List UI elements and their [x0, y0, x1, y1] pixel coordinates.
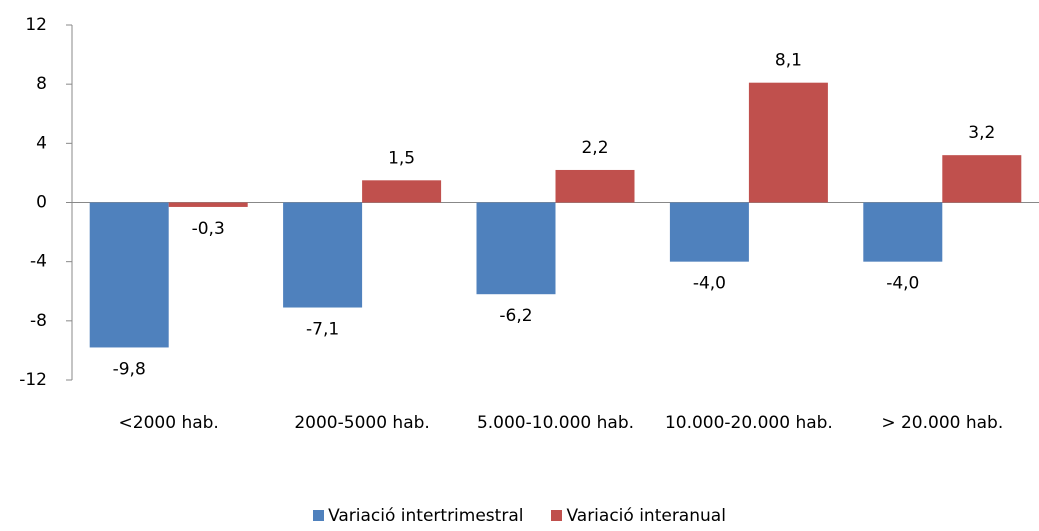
bar — [555, 169, 635, 203]
bar — [283, 202, 363, 308]
legend-swatch — [313, 510, 325, 521]
x-tick-label: 10.000-20.000 hab. — [664, 413, 833, 433]
x-tick-label: 5.000-10.000 hab. — [476, 413, 635, 433]
legend: Variació intertrimestral Variació interan… — [0, 506, 1039, 526]
bar — [476, 202, 556, 295]
value-label: -7,1 — [306, 320, 339, 340]
value-label: 3,2 — [968, 123, 995, 143]
value-label: -6,2 — [499, 306, 532, 326]
legend-label: Variació interanual — [566, 506, 726, 526]
legend-entry: Variació interanual — [551, 506, 726, 526]
legend-swatch — [551, 510, 563, 521]
value-label: 8,1 — [775, 51, 802, 71]
value-label: -0,3 — [192, 219, 225, 239]
bar — [942, 155, 1022, 203]
value-label: -9,8 — [113, 359, 146, 379]
bar — [669, 202, 749, 262]
x-tick-label: <2000 hab. — [118, 413, 219, 433]
bar — [168, 202, 248, 207]
value-label: -4,0 — [886, 274, 919, 294]
value-label: 2,2 — [581, 138, 608, 158]
y-tick-label: -4 — [30, 252, 47, 272]
y-tick-label: 0 — [36, 193, 47, 213]
bar — [748, 82, 828, 203]
legend-label: Variació intertrimestral — [328, 506, 524, 526]
y-tick-label: 8 — [36, 74, 47, 94]
bar — [863, 202, 943, 262]
y-tick-label: -8 — [30, 311, 47, 331]
legend-entry: Variació intertrimestral — [313, 506, 523, 526]
bar — [362, 180, 442, 203]
value-label: 1,5 — [388, 148, 415, 168]
x-tick-label: 2000-5000 hab. — [294, 413, 430, 433]
x-tick-label: > 20.000 hab. — [881, 413, 1004, 433]
bar — [89, 202, 169, 348]
y-tick-label: 12 — [25, 15, 47, 35]
value-label: -4,0 — [693, 274, 726, 294]
y-tick-label: 4 — [36, 133, 47, 153]
y-tick-label: -12 — [19, 370, 47, 390]
